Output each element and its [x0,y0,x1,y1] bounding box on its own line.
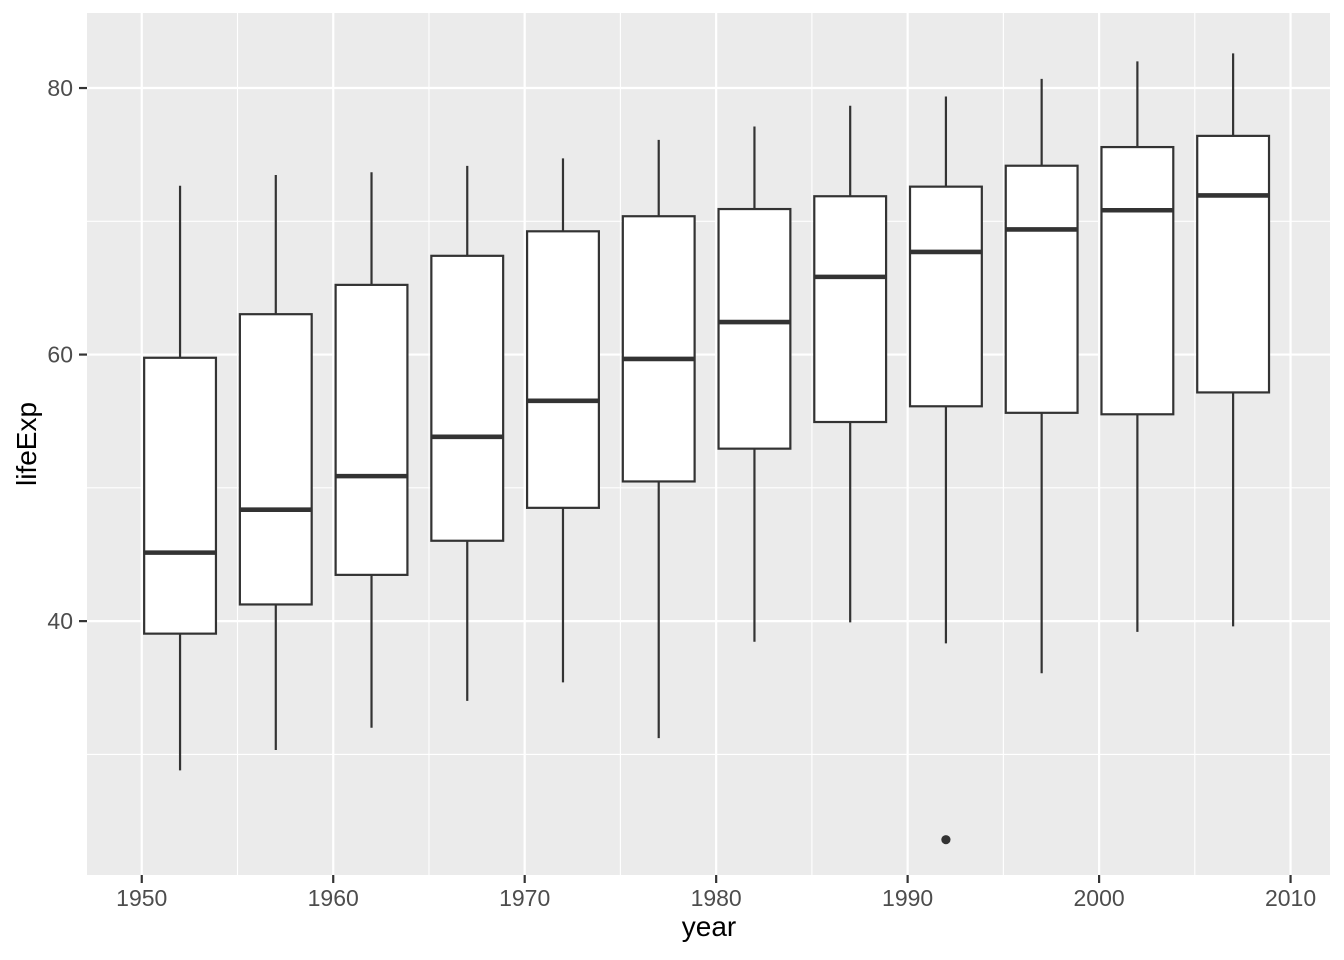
iqr-box [1004,164,1079,414]
x-tick-label: 1950 [116,885,167,911]
x-tick-label: 1990 [882,885,933,911]
x-tick-label: 2010 [1265,885,1316,911]
iqr-box [430,254,505,542]
iqr-box [143,356,218,635]
boxplot-1987 [813,105,888,623]
y-tick-label: 80 [47,75,73,101]
boxplot-1957 [238,175,313,750]
y-tick-label: 40 [47,608,73,634]
iqr-box [334,283,409,576]
x-tick-label: 1970 [499,885,550,911]
boxplot-1972 [525,158,600,683]
y-axis-title: lifeExp [11,402,42,486]
iqr-box [525,230,600,509]
boxplot-2007 [1196,53,1271,627]
boxplot-1967 [430,165,505,701]
axes: 1950 1960 1970 1980 1990 2000 2010 40 60 80 [47,75,1316,911]
y-tick-label: 60 [47,342,73,368]
iqr-box [717,207,792,450]
iqr-box [908,185,983,408]
iqr-box [1196,134,1271,394]
outlier-point [941,835,951,845]
boxplot-1977 [621,139,696,739]
boxplot-1962 [334,172,409,728]
iqr-box [1100,145,1175,416]
boxplot-series [143,53,1271,845]
boxplot-1982 [717,126,792,642]
boxplot-1997 [1004,78,1079,674]
boxplot-1992 [908,96,983,845]
x-tick-label: 1960 [308,885,359,911]
x-tick-label: 1980 [691,885,742,911]
boxplot-2002 [1100,61,1175,632]
x-tick-label: 2000 [1074,885,1125,911]
iqr-box [813,195,888,424]
iqr-box [621,215,696,483]
x-axis-title: year [682,911,736,942]
boxplot-1952 [143,185,218,771]
iqr-box [238,313,313,606]
